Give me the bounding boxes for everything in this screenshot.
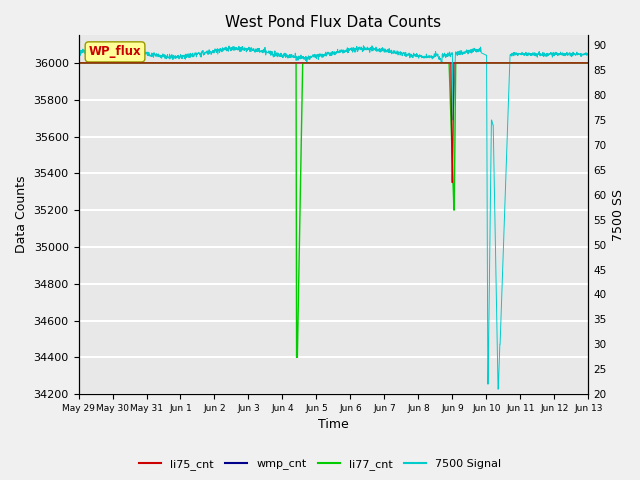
Text: WP_flux: WP_flux	[89, 46, 141, 59]
Title: West Pond Flux Data Counts: West Pond Flux Data Counts	[225, 15, 442, 30]
X-axis label: Time: Time	[318, 419, 349, 432]
Y-axis label: 7500 SS: 7500 SS	[612, 189, 625, 241]
Y-axis label: Data Counts: Data Counts	[15, 176, 28, 253]
Legend: li75_cnt, wmp_cnt, li77_cnt, 7500 Signal: li75_cnt, wmp_cnt, li77_cnt, 7500 Signal	[135, 455, 505, 474]
